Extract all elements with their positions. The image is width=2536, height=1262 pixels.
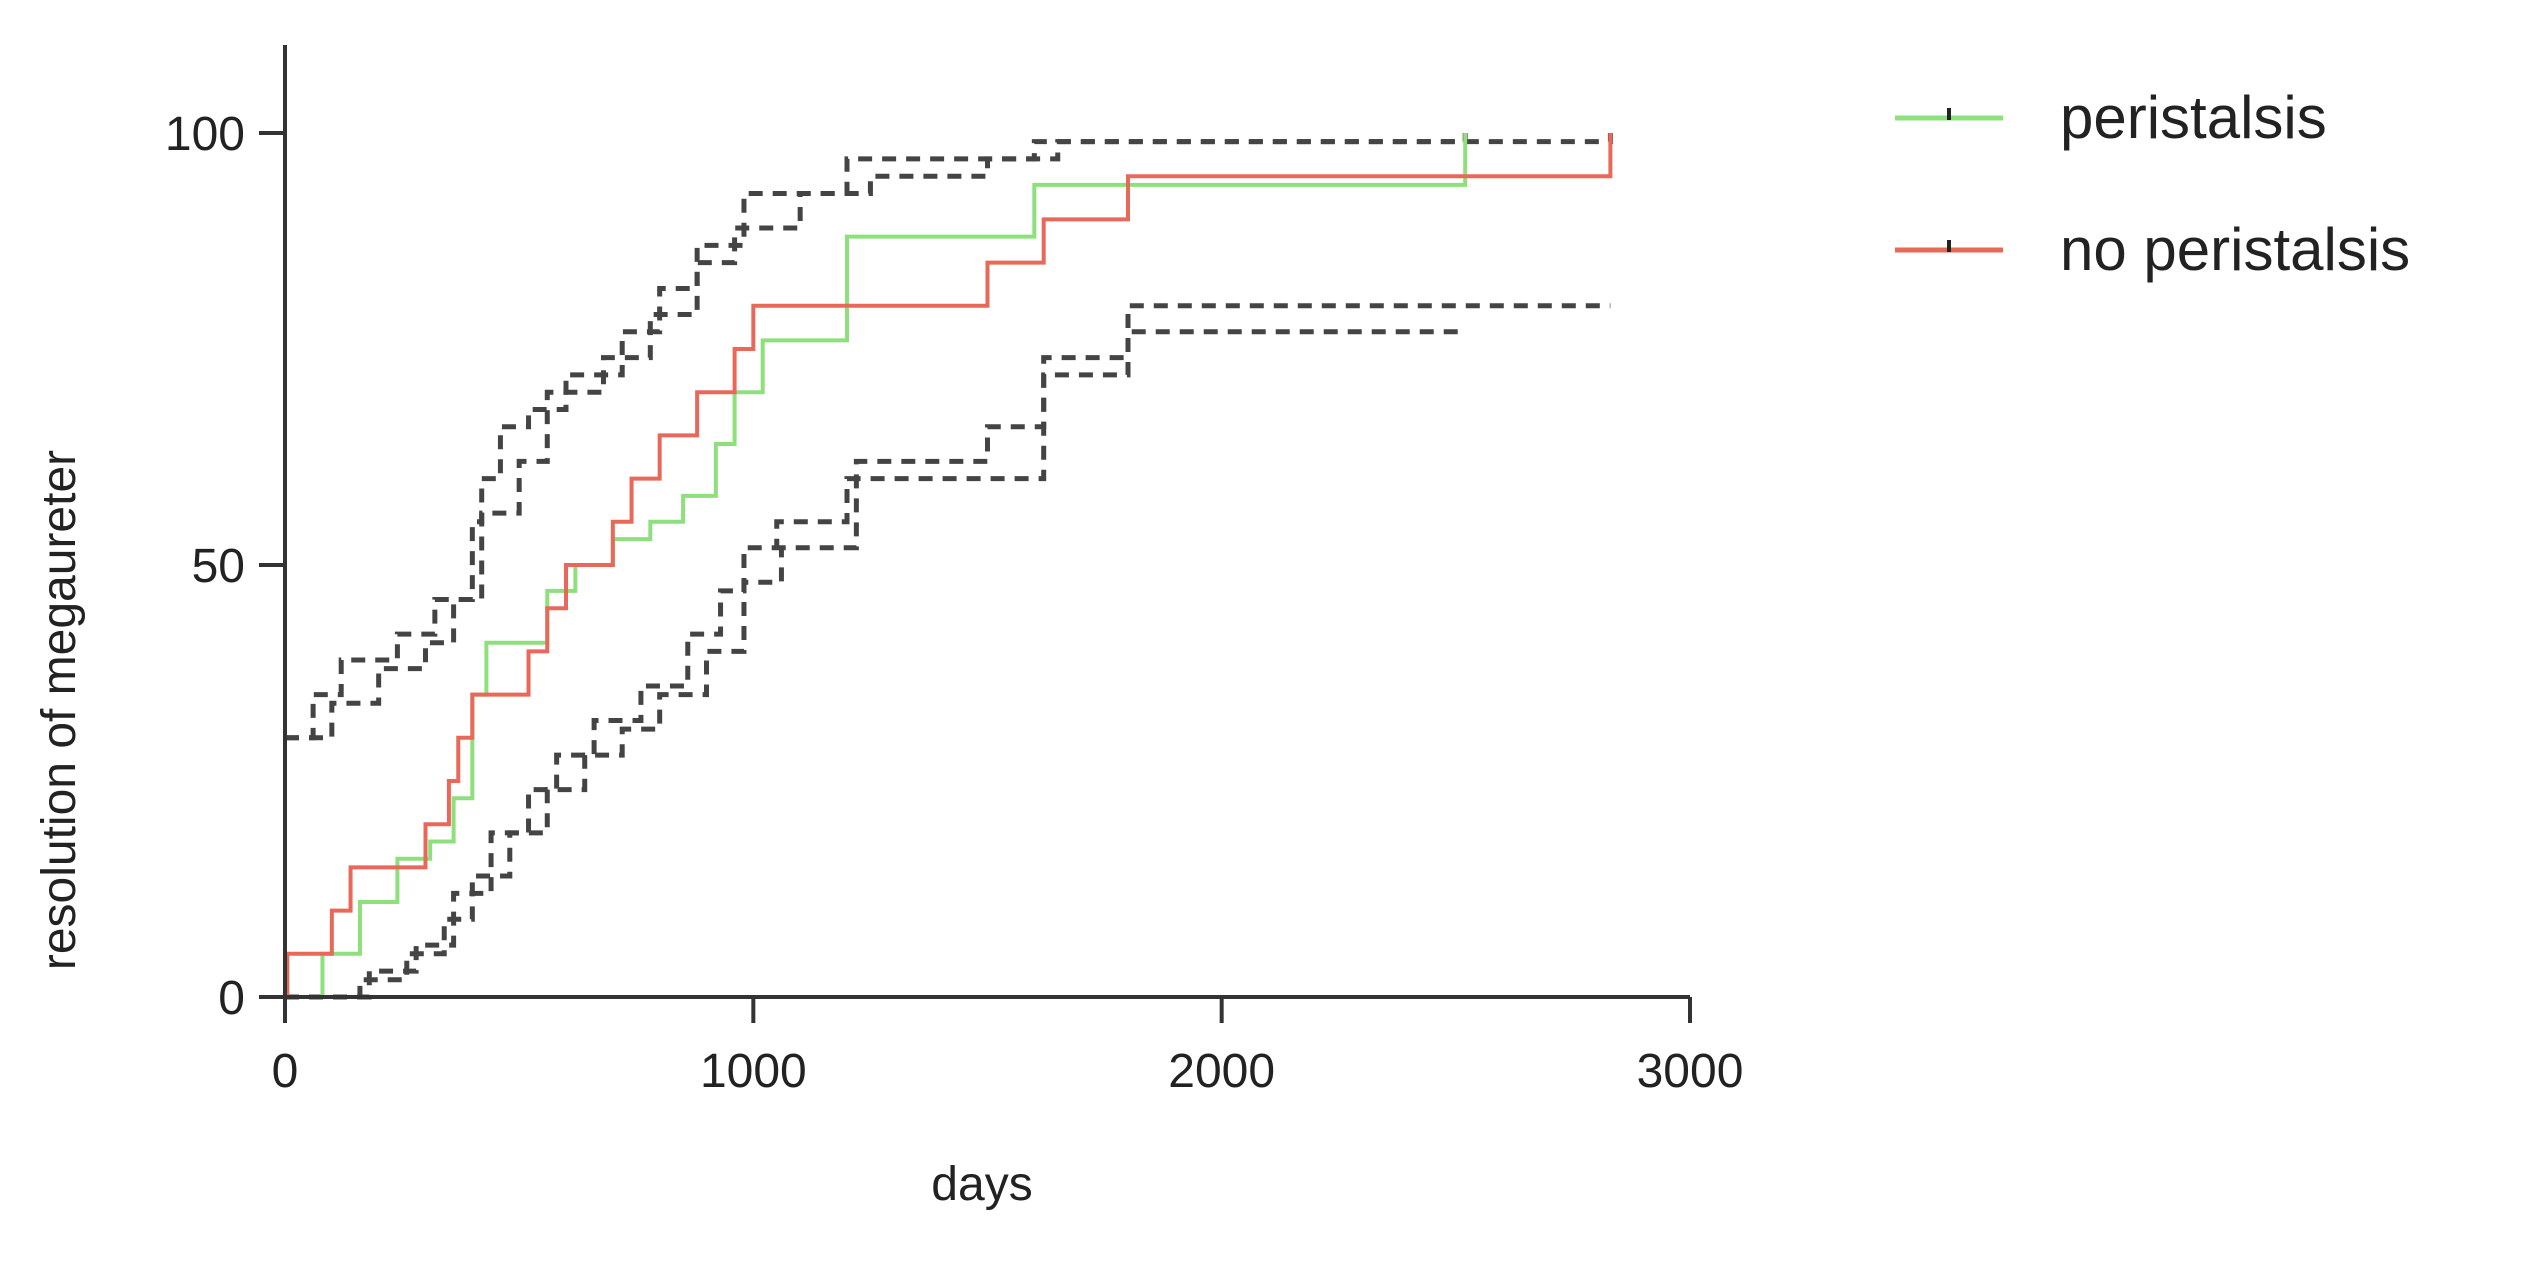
series-line-peristalsis-lower-band <box>285 329 1466 1000</box>
series-line-peristalsis <box>285 133 1468 999</box>
legend: peristalsis no peristalsis <box>1895 84 2410 283</box>
series-line-no-peristalsis-upper-band <box>285 133 1613 741</box>
x-tick-label: 1000 <box>700 1045 807 1098</box>
series-line-no-peristalsis <box>285 133 1613 999</box>
y-tick-label: 100 <box>165 108 245 161</box>
x-tick-label: 3000 <box>1637 1045 1744 1098</box>
x-tick-label: 2000 <box>1168 1045 1275 1098</box>
axes: 0 1000 2000 3000 0 50 100 <box>165 45 1743 1098</box>
x-axis-label: days <box>931 1158 1032 1211</box>
series-line-peristalsis-upper-band <box>285 133 1468 741</box>
y-tick-label: 50 <box>192 540 245 593</box>
legend-label: no peristalsis <box>2060 216 2410 283</box>
y-axis-label: resolution of megaureter <box>33 450 86 970</box>
y-tick-label: 0 <box>218 972 245 1025</box>
plot-area <box>285 133 1613 1000</box>
legend-label: peristalsis <box>2060 84 2327 151</box>
series-line-no-peristalsis-lower-band <box>285 303 1611 1000</box>
x-tick-label: 0 <box>272 1045 299 1098</box>
